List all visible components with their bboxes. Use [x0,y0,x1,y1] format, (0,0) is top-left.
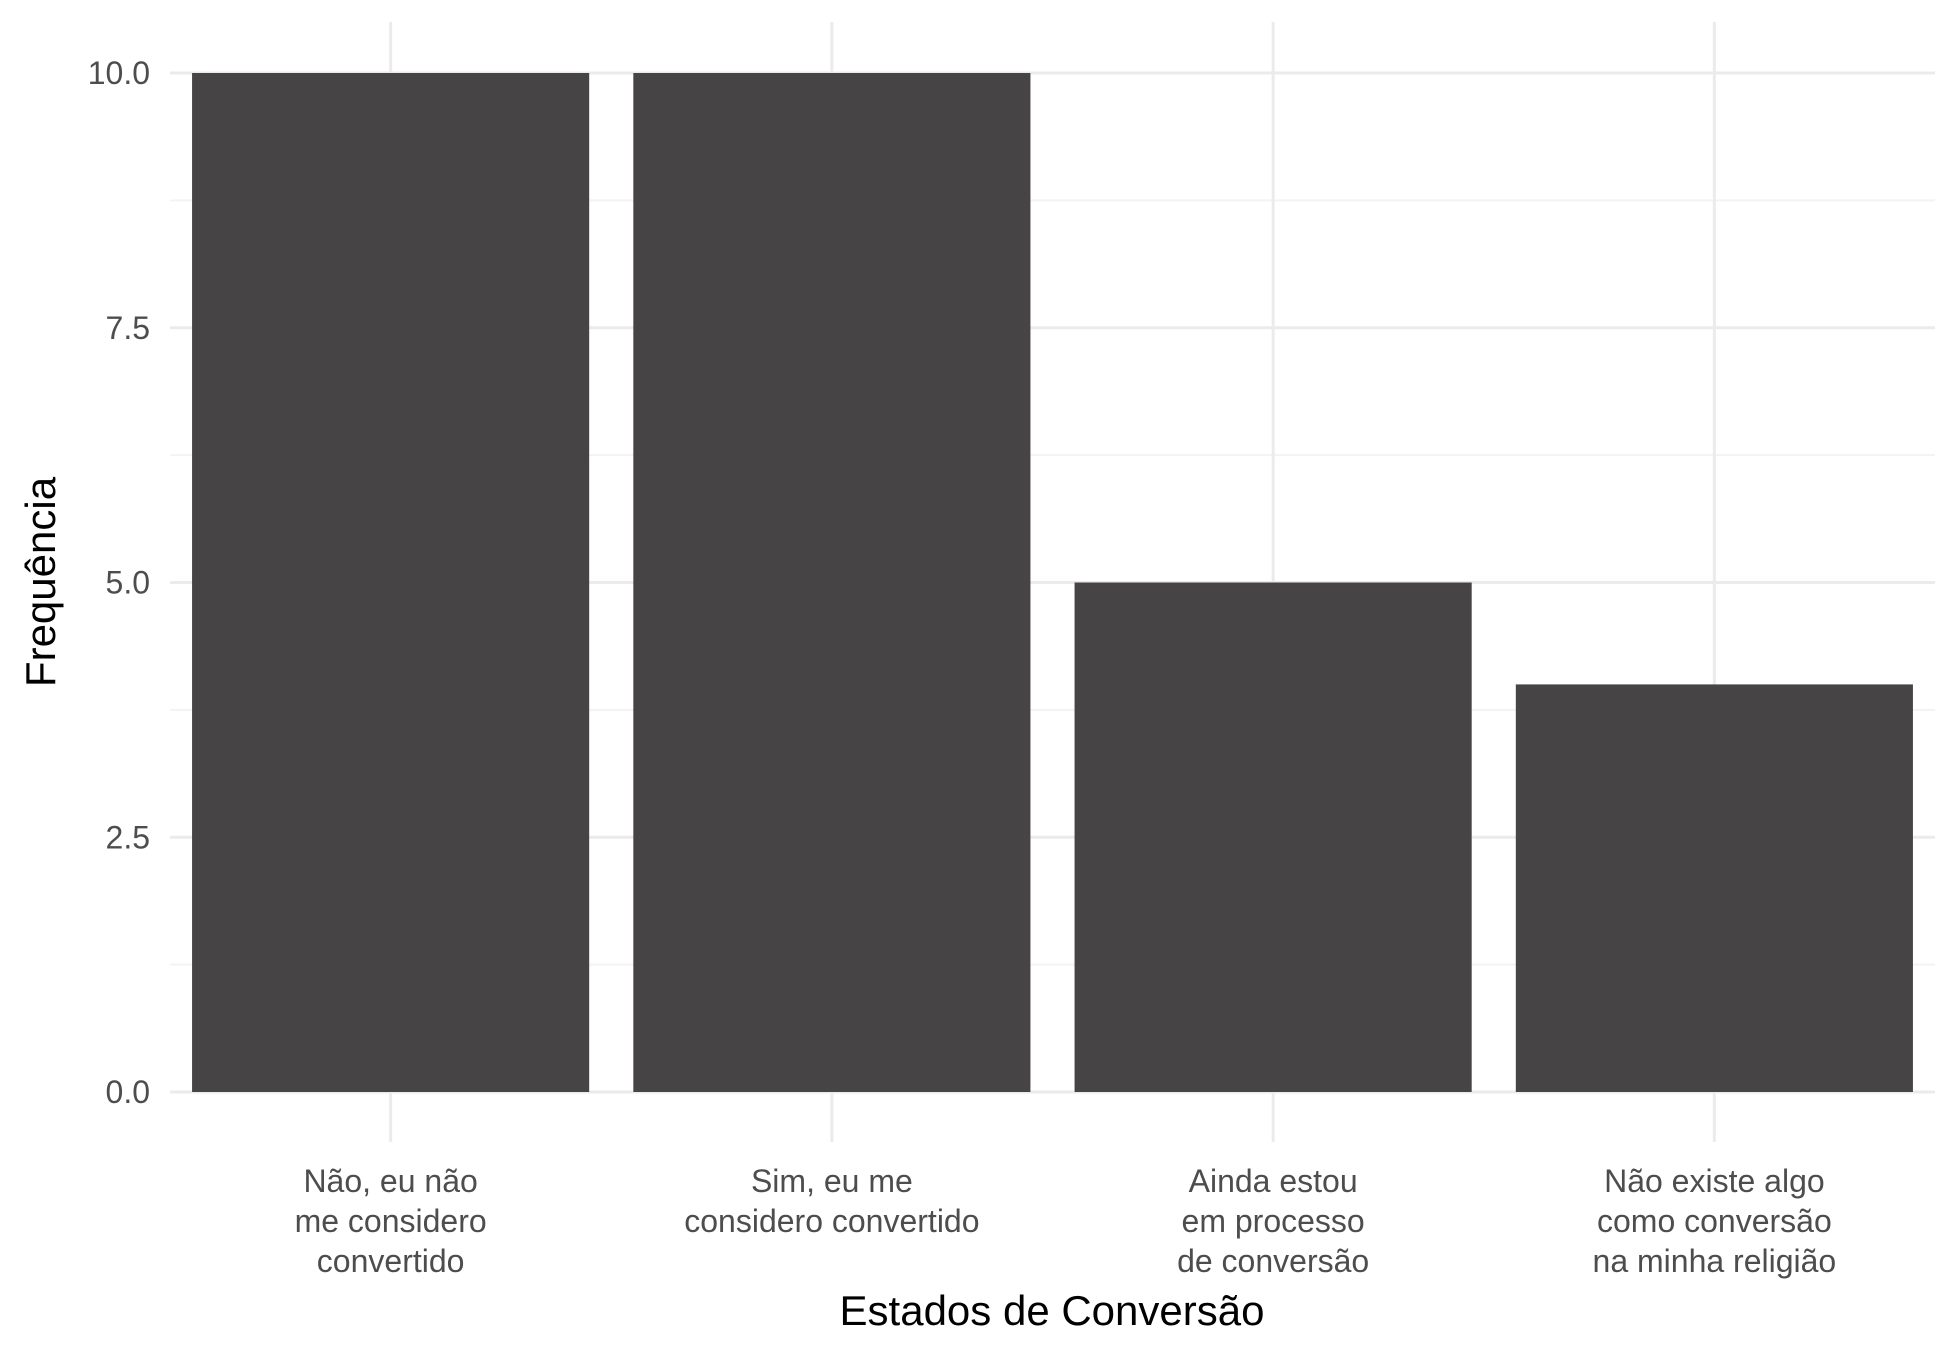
x-tick-label-line: convertido [317,1243,465,1279]
x-tick-label-line: me considero [295,1203,487,1239]
x-tick-label-line: Não existe algo [1604,1163,1825,1199]
bar [633,73,1031,1092]
x-axis-title: Estados de Conversão [840,1287,1265,1334]
y-tick-label: 0.0 [106,1074,150,1110]
y-axis-title: Frequência [17,476,64,687]
bar [1074,582,1472,1092]
x-tick-label-line: na minha religião [1593,1243,1837,1279]
bar [1515,684,1913,1092]
x-tick-label-line: de conversão [1177,1243,1369,1279]
x-tick-label-line: Ainda estou [1189,1163,1358,1199]
x-tick-label: Sim, eu me considero convertido [684,1163,979,1239]
y-tick-label: 10.0 [88,55,150,91]
y-tick-label: 7.5 [106,310,150,346]
x-tick-label-line: Sim, eu me [751,1163,913,1199]
x-tick-label: Não existe algo como conversão na minha re… [1593,1163,1837,1279]
x-tick-label-line: Não, eu não [303,1163,477,1199]
x-tick-label-line: em processo [1182,1203,1365,1239]
x-tick-label: Não, eu não me considero convertido [295,1163,487,1279]
bar [192,73,590,1092]
bars [192,73,1913,1092]
x-tick-label-line: considero convertido [684,1203,979,1239]
y-axis-ticks: 0.0 2.5 5.0 7.5 10.0 [88,55,150,1110]
y-tick-label: 2.5 [106,819,150,855]
x-tick-label: Ainda estou em processo de conversão [1177,1163,1369,1279]
y-tick-label: 5.0 [106,565,150,601]
x-axis-ticks: Não, eu não me considero convertido Sim, eu… [295,1163,1837,1279]
x-tick-label-line: como conversão [1597,1203,1832,1239]
